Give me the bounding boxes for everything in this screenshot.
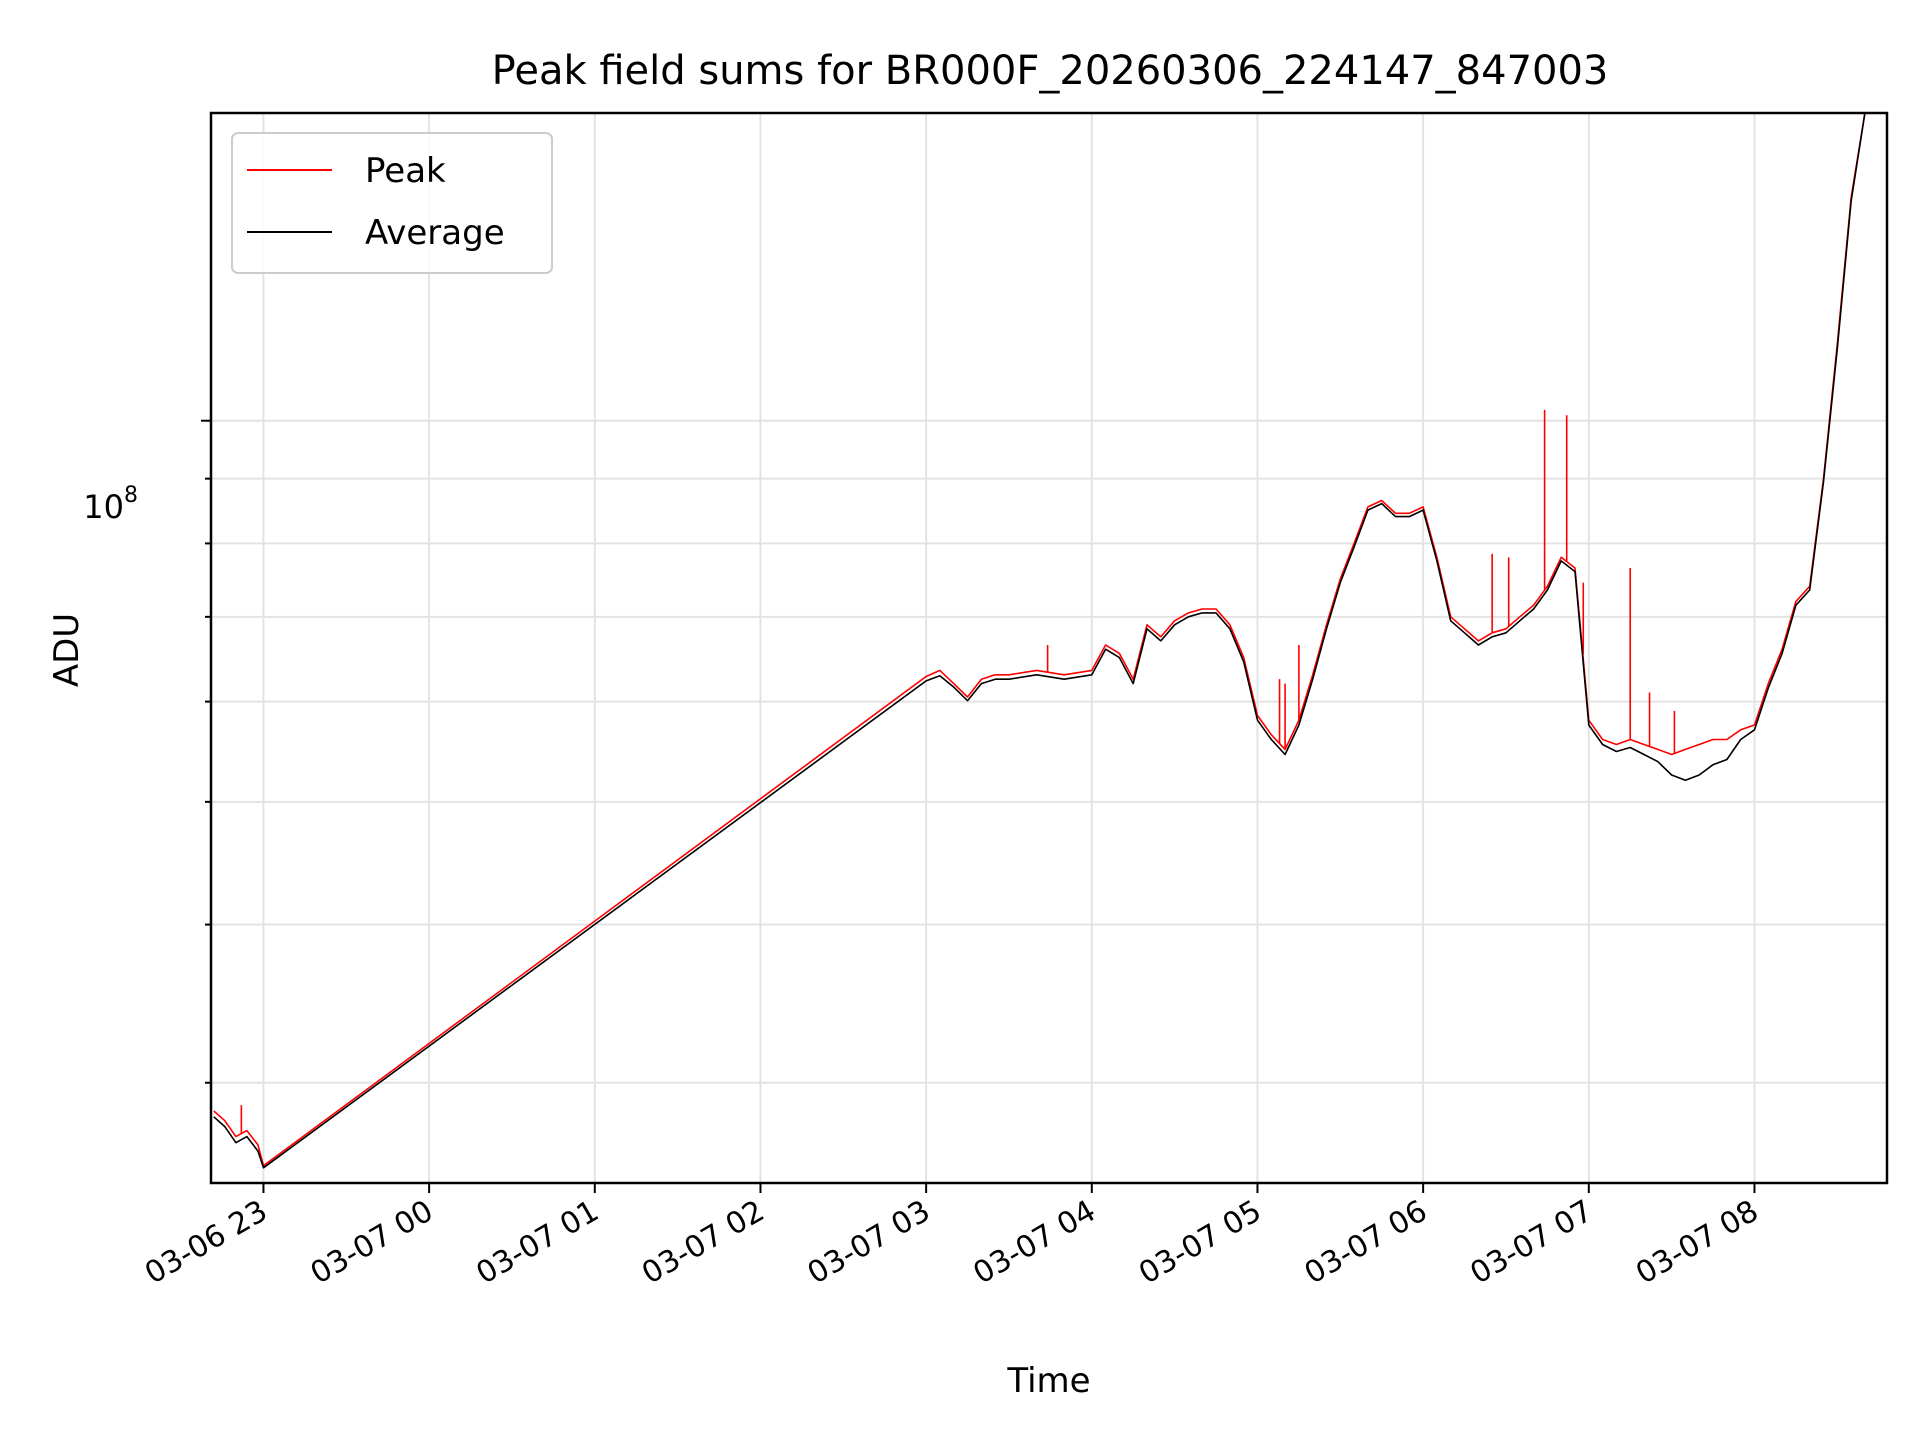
average-series-line xyxy=(213,112,1879,1169)
y-major-tick-exponent: 8 xyxy=(124,483,138,508)
peak-series-line xyxy=(213,112,1879,1167)
legend-average-label: Average xyxy=(365,213,505,253)
x-tick-label: 03-06 23 xyxy=(139,1194,273,1292)
x-tick-label: 03-07 08 xyxy=(1630,1194,1764,1292)
x-tick-label: 03-07 02 xyxy=(636,1194,770,1292)
legend-box xyxy=(231,132,553,274)
x-tick-label: 03-07 07 xyxy=(1464,1194,1598,1292)
grid xyxy=(211,113,1887,1183)
y-axis-ticks xyxy=(201,419,211,1084)
legend: Peak Average xyxy=(231,132,553,274)
x-tick-label: 03-07 05 xyxy=(1133,1194,1267,1292)
chart-title: Peak field sums for BR000F_20260306_2241… xyxy=(492,48,1609,94)
y-major-tick-label: 108 xyxy=(83,483,138,526)
y-axis-label: ADU xyxy=(47,613,87,687)
plot-frame xyxy=(209,111,1889,1185)
x-axis-ticks: 03-06 23 03-07 00 03-07 01 03-07 02 03-07 03… xyxy=(139,1183,1764,1291)
y-major-tick-base: 10 xyxy=(83,488,124,526)
x-tick-label: 03-07 00 xyxy=(305,1194,439,1292)
x-tick-label: 03-07 03 xyxy=(802,1194,936,1292)
series-layer xyxy=(213,112,1879,1169)
legend-peak-label: Peak xyxy=(365,151,446,191)
x-axis-label: Time xyxy=(1006,1361,1090,1401)
x-tick-label: 03-07 01 xyxy=(470,1194,604,1292)
x-tick-label: 03-07 04 xyxy=(967,1194,1101,1292)
x-tick-label: 03-07 06 xyxy=(1299,1194,1433,1292)
